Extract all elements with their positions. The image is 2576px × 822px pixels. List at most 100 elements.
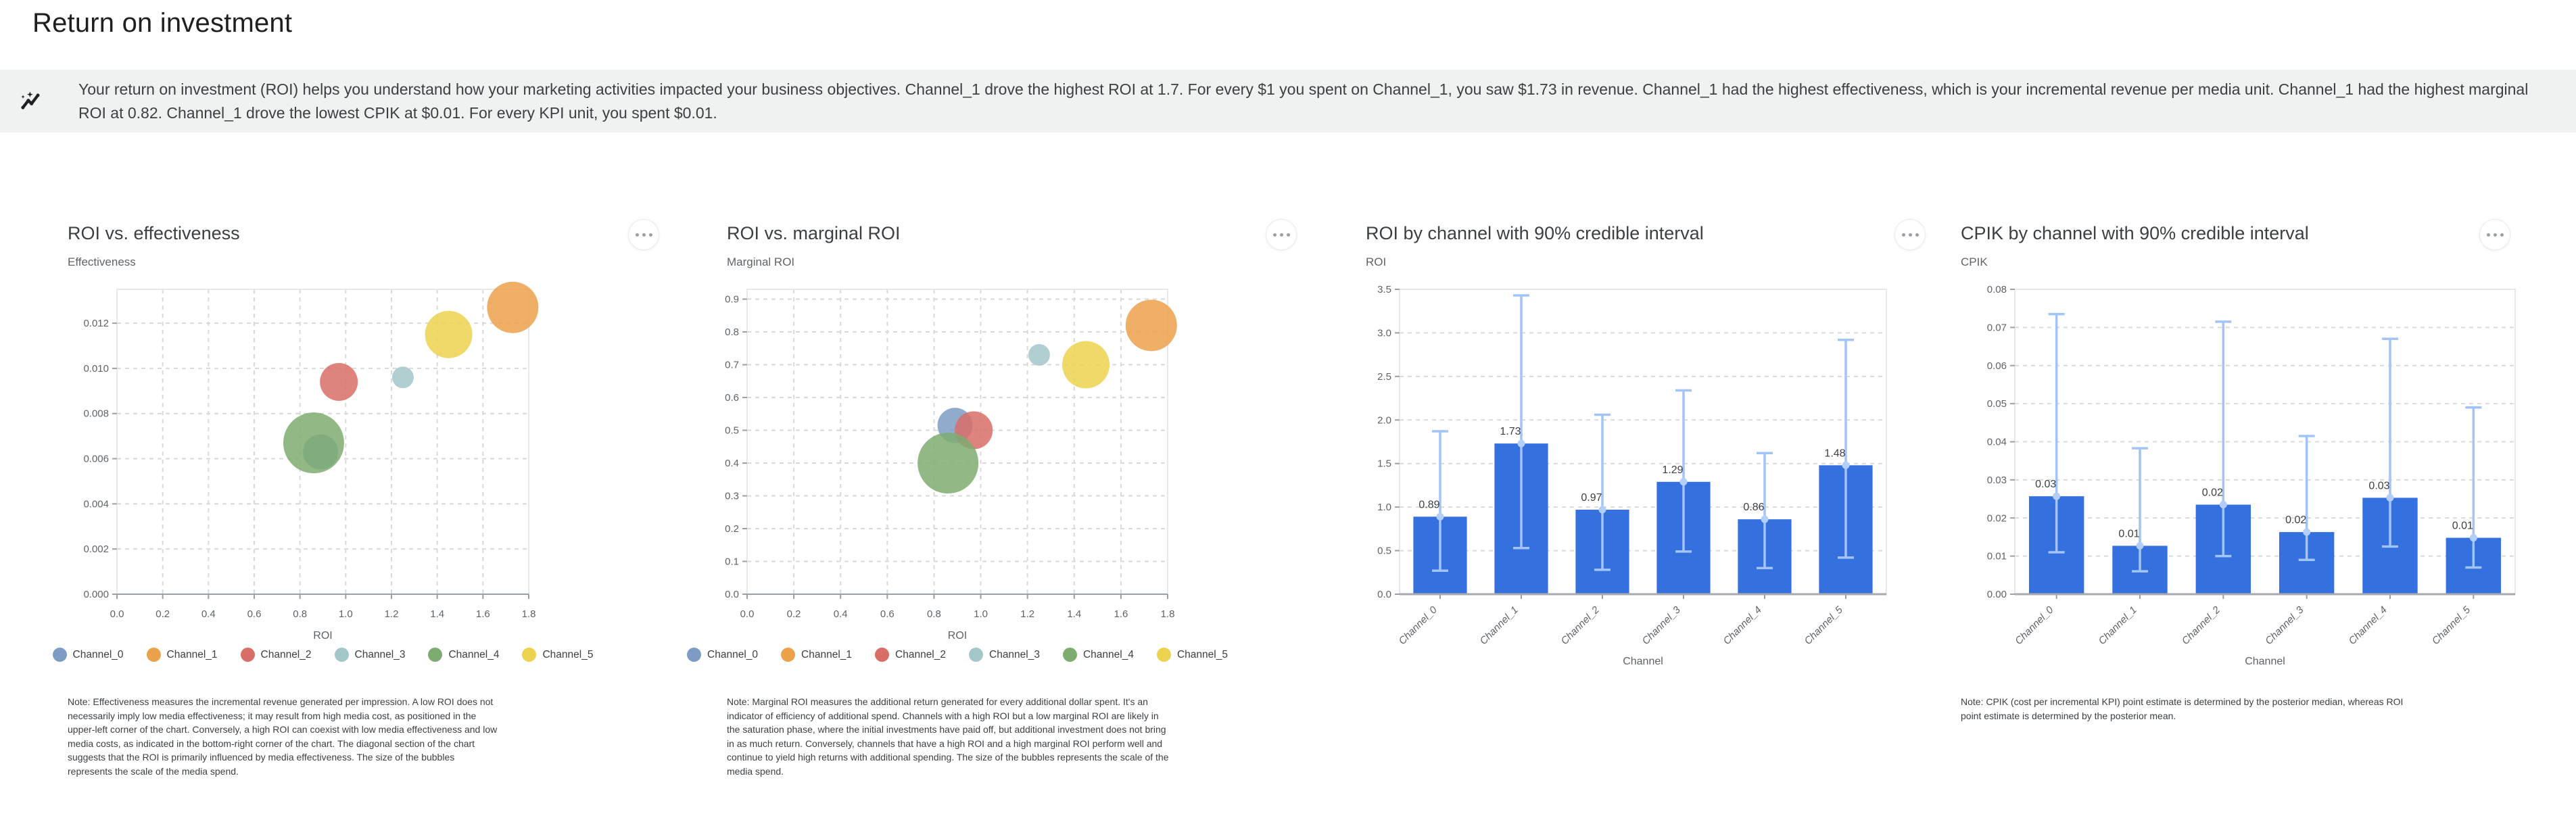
svg-text:0.4: 0.4 bbox=[834, 608, 848, 620]
svg-text:0.02: 0.02 bbox=[2285, 514, 2306, 526]
legend-item-Channel_3: Channel_3 bbox=[969, 648, 1040, 662]
svg-text:ROI: ROI bbox=[313, 630, 332, 642]
svg-text:0.2: 0.2 bbox=[156, 608, 170, 620]
y-axis-title: CPIK bbox=[1961, 256, 1988, 268]
svg-text:Channel_5: Channel_5 bbox=[2430, 604, 2473, 647]
legend-swatch-icon bbox=[969, 648, 983, 662]
svg-text:0.04: 0.04 bbox=[1987, 437, 2007, 448]
svg-text:Channel_2: Channel_2 bbox=[1558, 604, 1602, 647]
bubble-Channel_3 bbox=[391, 366, 414, 389]
svg-text:0.02: 0.02 bbox=[2202, 487, 2223, 499]
svg-text:0.4: 0.4 bbox=[725, 458, 739, 469]
legend-item-Channel_2: Channel_2 bbox=[240, 648, 312, 662]
svg-text:1.6: 1.6 bbox=[1114, 608, 1128, 620]
svg-text:0.004: 0.004 bbox=[83, 498, 109, 510]
svg-text:0.08: 0.08 bbox=[1987, 284, 2007, 295]
bubble-Channel_4 bbox=[917, 433, 979, 494]
svg-text:0.05: 0.05 bbox=[1987, 398, 2007, 410]
svg-text:Channel_4: Channel_4 bbox=[1721, 604, 1763, 647]
svg-text:0.0: 0.0 bbox=[740, 608, 755, 620]
svg-text:1.5: 1.5 bbox=[1377, 458, 1391, 470]
legend-item-Channel_0: Channel_0 bbox=[687, 648, 758, 662]
y-axis-title: ROI bbox=[1366, 256, 1387, 268]
svg-text:0.97: 0.97 bbox=[1581, 492, 1602, 504]
legend-swatch-icon bbox=[146, 648, 161, 662]
svg-text:0.6: 0.6 bbox=[880, 608, 895, 620]
svg-text:0.01: 0.01 bbox=[2452, 521, 2473, 532]
svg-text:1.48: 1.48 bbox=[1824, 448, 1845, 459]
svg-text:0.03: 0.03 bbox=[2368, 480, 2389, 491]
legend-swatch-icon bbox=[875, 648, 890, 662]
svg-text:1.6: 1.6 bbox=[476, 608, 490, 620]
bubble-Channel_5 bbox=[425, 310, 473, 358]
roi-by-channel-plot: 0.0 0.5 1.0 1.5 2.0 2.5 3.0 3.5 0.89 Channel_0 1.7… bbox=[1366, 284, 1926, 676]
svg-text:0.6: 0.6 bbox=[247, 608, 262, 620]
svg-text:0.8: 0.8 bbox=[927, 608, 941, 620]
legend-swatch-icon bbox=[522, 648, 537, 662]
svg-text:0.06: 0.06 bbox=[1987, 360, 2007, 372]
svg-text:0.0: 0.0 bbox=[1377, 589, 1391, 600]
y-axis-title: Effectiveness bbox=[68, 256, 136, 268]
svg-text:0.86: 0.86 bbox=[1743, 502, 1764, 513]
legend-label: Channel_2 bbox=[895, 648, 946, 660]
svg-text:0.07: 0.07 bbox=[1987, 322, 2007, 333]
svg-text:0.01: 0.01 bbox=[1987, 551, 2007, 562]
svg-text:0.010: 0.010 bbox=[83, 363, 109, 374]
more-options-button[interactable] bbox=[1894, 219, 1926, 250]
more-options-button[interactable] bbox=[628, 219, 659, 250]
svg-text:0.02: 0.02 bbox=[1987, 512, 2007, 524]
svg-text:0.0: 0.0 bbox=[110, 608, 124, 620]
svg-text:0.89: 0.89 bbox=[1418, 499, 1439, 510]
svg-text:0.7: 0.7 bbox=[725, 360, 739, 371]
legend-swatch-icon bbox=[52, 648, 67, 662]
bubble-Channel_2 bbox=[320, 362, 358, 401]
svg-text:0.5: 0.5 bbox=[1377, 546, 1391, 557]
svg-text:1.4: 1.4 bbox=[1067, 608, 1081, 620]
legend-label: Channel_3 bbox=[989, 648, 1040, 660]
svg-text:1.0: 1.0 bbox=[1377, 502, 1391, 513]
legend-label: Channel_3 bbox=[354, 648, 406, 660]
svg-text:1.0: 1.0 bbox=[339, 608, 353, 620]
svg-text:Channel_0: Channel_0 bbox=[2013, 604, 2056, 647]
svg-text:ROI: ROI bbox=[948, 630, 967, 642]
svg-text:1.2: 1.2 bbox=[385, 608, 399, 620]
legend: Channel_0 Channel_1 Channel_2 Channel_3 Chan… bbox=[687, 648, 1228, 662]
svg-text:0.03: 0.03 bbox=[1987, 475, 2007, 486]
legend-item-Channel_5: Channel_5 bbox=[522, 648, 593, 662]
svg-text:Channel_1: Channel_1 bbox=[1477, 604, 1520, 647]
page-title: Return on investment bbox=[32, 8, 293, 38]
svg-text:3.0: 3.0 bbox=[1377, 327, 1391, 339]
svg-text:0.8: 0.8 bbox=[725, 327, 739, 338]
svg-text:0.01: 0.01 bbox=[2118, 528, 2139, 539]
svg-text:Channel_3: Channel_3 bbox=[1640, 604, 1683, 647]
chart-card-roi-vs-marginal-roi: ROI vs. marginal ROI Marginal ROI 0.0 0.2… bbox=[687, 219, 1297, 822]
more-options-button[interactable] bbox=[1266, 219, 1297, 250]
roi-vs-effectiveness-plot: 0.0 0.2 0.4 0.6 0.8 1.0 1.2 1.4 1.6 1.8 0.000 0.002… bbox=[68, 281, 659, 676]
legend-item-Channel_5: Channel_5 bbox=[1156, 648, 1228, 662]
legend-item-Channel_1: Channel_1 bbox=[146, 648, 218, 662]
svg-text:0.6: 0.6 bbox=[725, 392, 739, 404]
insight-banner: Your return on investment (ROI) helps yo… bbox=[0, 70, 2576, 132]
svg-text:0.2: 0.2 bbox=[725, 523, 739, 535]
bubble-Channel_4 bbox=[283, 412, 344, 474]
legend-item-Channel_4: Channel_4 bbox=[428, 648, 499, 662]
more-options-icon bbox=[1272, 233, 1277, 237]
more-options-icon bbox=[2486, 233, 2490, 237]
svg-text:Channel_4: Channel_4 bbox=[2346, 604, 2389, 647]
svg-text:0.008: 0.008 bbox=[83, 408, 109, 420]
insight-text: Your return on investment (ROI) helps yo… bbox=[78, 80, 2529, 122]
legend-item-Channel_1: Channel_1 bbox=[781, 648, 852, 662]
legend: Channel_0 Channel_1 Channel_2 Channel_3 Chan… bbox=[52, 648, 593, 662]
svg-text:2.5: 2.5 bbox=[1377, 371, 1391, 383]
svg-text:0.9: 0.9 bbox=[725, 294, 739, 306]
legend-label: Channel_4 bbox=[1082, 648, 1134, 660]
svg-text:0.00: 0.00 bbox=[1987, 589, 2007, 600]
more-options-button[interactable] bbox=[2479, 219, 2510, 250]
legend-label: Channel_1 bbox=[801, 648, 853, 660]
chart-title: ROI vs. marginal ROI bbox=[727, 223, 901, 243]
legend-item-Channel_3: Channel_3 bbox=[334, 648, 406, 662]
legend-swatch-icon bbox=[1062, 648, 1077, 662]
legend-swatch-icon bbox=[781, 648, 796, 662]
svg-text:0.0: 0.0 bbox=[725, 589, 739, 600]
bubble-Channel_1 bbox=[487, 281, 539, 333]
